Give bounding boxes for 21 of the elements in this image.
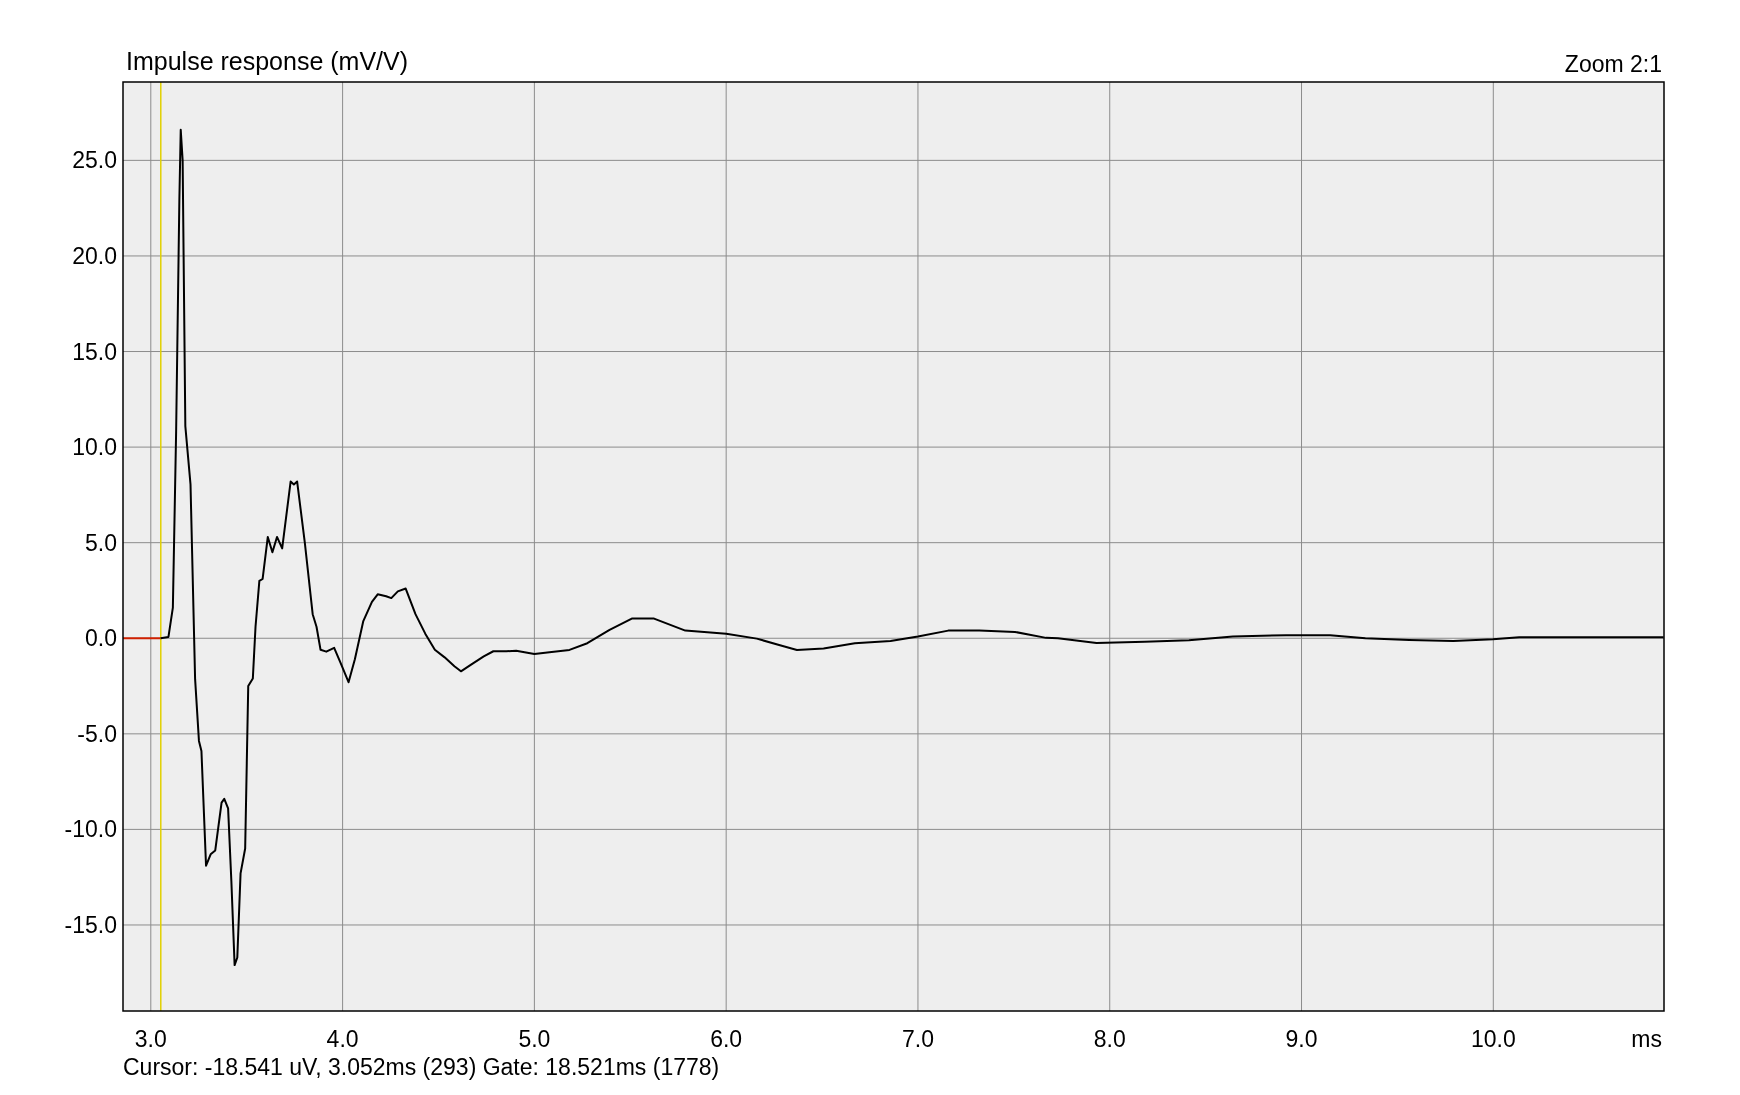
x-tick-label: 4.0: [326, 1026, 359, 1052]
y-tick-label: 0.0: [85, 625, 117, 652]
x-axis-title: ms: [1631, 1026, 1662, 1052]
y-tick-label: -10.0: [64, 816, 117, 843]
text: Zoom 2:1: [1564, 51, 1662, 77]
y-tick-label: 10.0: [72, 434, 117, 461]
text: Cursor: -18.541 uV, 3.052ms (293) Gate: 18.521ms (1778): [123, 1054, 720, 1080]
x-tick-label: 5.0: [518, 1026, 551, 1052]
x-tick-label: 6.0: [710, 1026, 743, 1052]
y-tick-label: -15.0: [64, 911, 117, 938]
y-tick-label: 25.0: [72, 147, 117, 174]
x-tick-label: 10.0: [1470, 1026, 1516, 1052]
y-tick-label: 20.0: [72, 242, 117, 269]
y-tick-label: 15.0: [72, 338, 117, 365]
x-tick-label: 8.0: [1093, 1026, 1126, 1052]
y-tick-label: 5.0: [85, 529, 117, 556]
chart-title: Impulse response (mV/V): [126, 47, 409, 75]
x-tick-label: 7.0: [901, 1026, 934, 1052]
x-tick-label: 9.0: [1285, 1026, 1318, 1052]
x-tick-label: 3.0: [134, 1026, 167, 1052]
y-tick-label: -5.0: [77, 720, 117, 747]
